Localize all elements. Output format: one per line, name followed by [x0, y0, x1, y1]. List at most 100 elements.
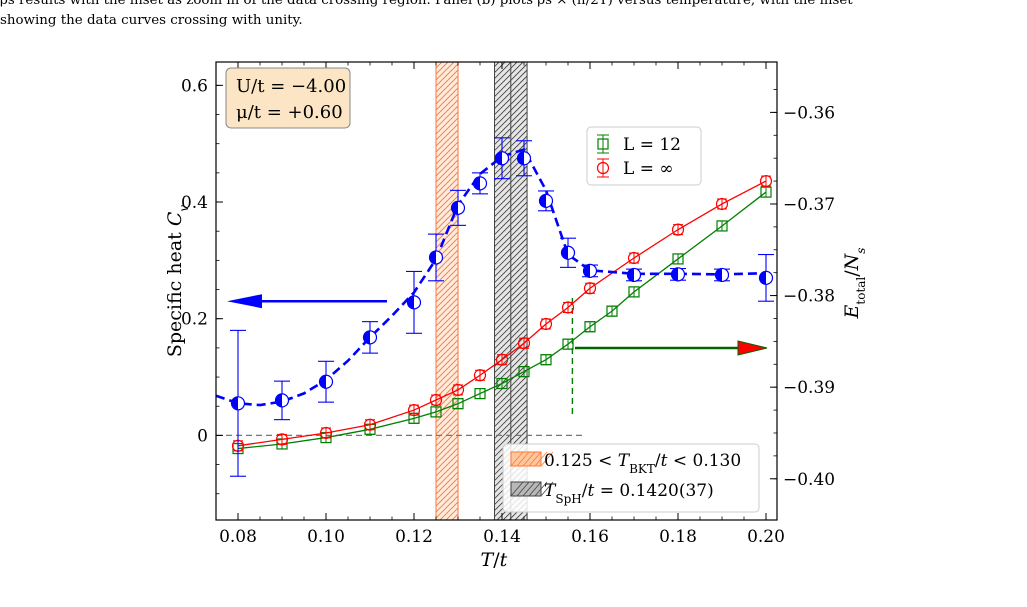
bkt-band-hatch-line — [436, 159, 458, 183]
bkt-band-hatch-line — [436, 63, 458, 87]
bkt-band-hatch-line — [436, 417, 458, 441]
bkt-band-hatch-line — [436, 309, 458, 333]
legend-sph-label: TSpH/t = 0.1420(37) — [544, 481, 714, 506]
Linf-point — [583, 282, 597, 295]
specific-heat-point — [758, 253, 774, 302]
bkt-band-hatch-line — [436, 62, 455, 81]
half-filled-marker-fill — [319, 375, 326, 389]
x-axis-label: T/t — [481, 549, 508, 571]
left-arrow-head — [227, 294, 262, 309]
half-filled-marker-fill — [407, 295, 414, 309]
bkt-band-hatch-line — [436, 105, 458, 129]
Linf-point — [407, 403, 421, 417]
circle-marker — [495, 353, 509, 366]
L12-point — [496, 377, 508, 390]
half-filled-marker-fill — [627, 268, 634, 282]
y-right-tick-label: −0.40 — [783, 470, 835, 490]
L12-point — [606, 305, 618, 317]
bkt-band-hatch-line — [436, 177, 458, 201]
axis-arrows — [227, 294, 768, 356]
y-left-tick-label: 0 — [197, 426, 208, 446]
bkt-band-hatch-line — [436, 363, 458, 387]
square-marker — [518, 366, 530, 378]
bkt-band-hatch-line — [436, 441, 458, 465]
bkt-band-hatch-line — [436, 435, 458, 459]
circle-marker — [275, 433, 289, 446]
circle-marker — [759, 174, 773, 188]
y-left-tick-label: 0.6 — [181, 76, 208, 96]
x-tick-label: 0.18 — [659, 527, 697, 547]
specific-heat-point — [362, 321, 378, 354]
bkt-band-hatch-line — [436, 477, 458, 501]
legend-bkt-label: 0.125 < TBKT/t < 0.130 — [544, 451, 741, 476]
bkt-band-hatch-line — [436, 62, 443, 69]
half-filled-marker-fill — [561, 246, 568, 260]
legend-series: L = 12 L = ∞ — [586, 126, 702, 186]
L12-point — [628, 286, 640, 298]
circle-marker — [517, 337, 531, 350]
bkt-band-hatch-line — [436, 495, 458, 519]
bkt-band-hatch-line — [436, 279, 458, 303]
half-filled-marker-fill — [275, 393, 282, 407]
bkt-band-hatch-line — [436, 267, 458, 291]
Linf-point — [561, 301, 575, 314]
series-L12 — [232, 186, 772, 455]
Linf-point — [495, 353, 509, 366]
bkt-band-hatch-line — [436, 273, 458, 297]
specific-heat-point — [318, 360, 334, 403]
legend-bkt-hatch — [528, 451, 542, 467]
bkt-band-hatch-line — [436, 183, 458, 207]
bkt-band-hatch-line — [436, 123, 458, 147]
half-filled-marker-fill — [473, 176, 480, 190]
circle-marker — [627, 251, 641, 265]
bkt-band-hatch-line — [436, 357, 458, 381]
legend-bkt-hatch — [534, 451, 548, 467]
Linf-point — [715, 197, 729, 211]
half-filled-marker-fill — [451, 201, 458, 215]
parameter-mu: μ/t = +0.60 — [236, 102, 343, 123]
bkt-band-hatch-line — [436, 465, 458, 489]
bkt-band-hatch-line — [436, 532, 458, 554]
square-marker — [562, 338, 574, 350]
square-marker — [540, 354, 552, 366]
x-tick-label: 0.20 — [747, 527, 785, 547]
circle-marker — [407, 403, 421, 417]
bkt-band-hatch-line — [436, 129, 458, 153]
bkt-band-hatch-line — [436, 315, 458, 339]
x-tick-label: 0.10 — [307, 527, 345, 547]
bkt-band-hatch-line — [436, 225, 458, 249]
sph-band-hatch-line — [514, 507, 528, 520]
bkt-band-hatch-line — [436, 93, 458, 117]
y-right-tick-label: −0.39 — [783, 378, 835, 398]
L12-point — [584, 321, 596, 333]
bkt-band — [435, 28, 459, 578]
specific-heat-point — [582, 263, 598, 278]
bkt-band-hatch-line — [436, 69, 458, 93]
square-marker — [474, 387, 486, 400]
bkt-band-hatch-line — [436, 321, 458, 345]
bkt-band-hatch-line — [451, 513, 458, 520]
bkt-band-hatch-line — [436, 28, 458, 50]
bkt-band-hatch-line — [436, 165, 458, 189]
legend-Linf-label: L = ∞ — [623, 159, 674, 179]
legend-L12-label: L = 12 — [623, 135, 681, 155]
bkt-band-hatch-line — [436, 231, 458, 255]
bkt-band-hatch-line — [436, 99, 458, 123]
bkt-band-hatch-line — [436, 556, 458, 578]
y-left-axis-label: Specific heat Cv — [164, 205, 191, 358]
L12-point — [474, 387, 486, 400]
bkt-band-hatch-line — [436, 135, 458, 159]
bkt-band-hatch-line — [436, 285, 458, 309]
circle-marker — [429, 393, 443, 407]
y-right-axis-label: Etotal/Ns — [841, 248, 868, 320]
bkt-band-hatch-line — [457, 519, 458, 520]
bkt-band-hatch-line — [436, 171, 458, 195]
bkt-band-hatch-line — [436, 459, 458, 483]
square-marker — [430, 406, 442, 418]
bkt-band-hatch-line — [436, 471, 458, 495]
Linf-point — [759, 174, 773, 188]
sph-band-hatch-line — [494, 62, 506, 73]
series-L12-line — [237, 191, 767, 450]
specific-heat-point — [450, 189, 466, 226]
bkt-band-hatch-line — [436, 87, 458, 111]
